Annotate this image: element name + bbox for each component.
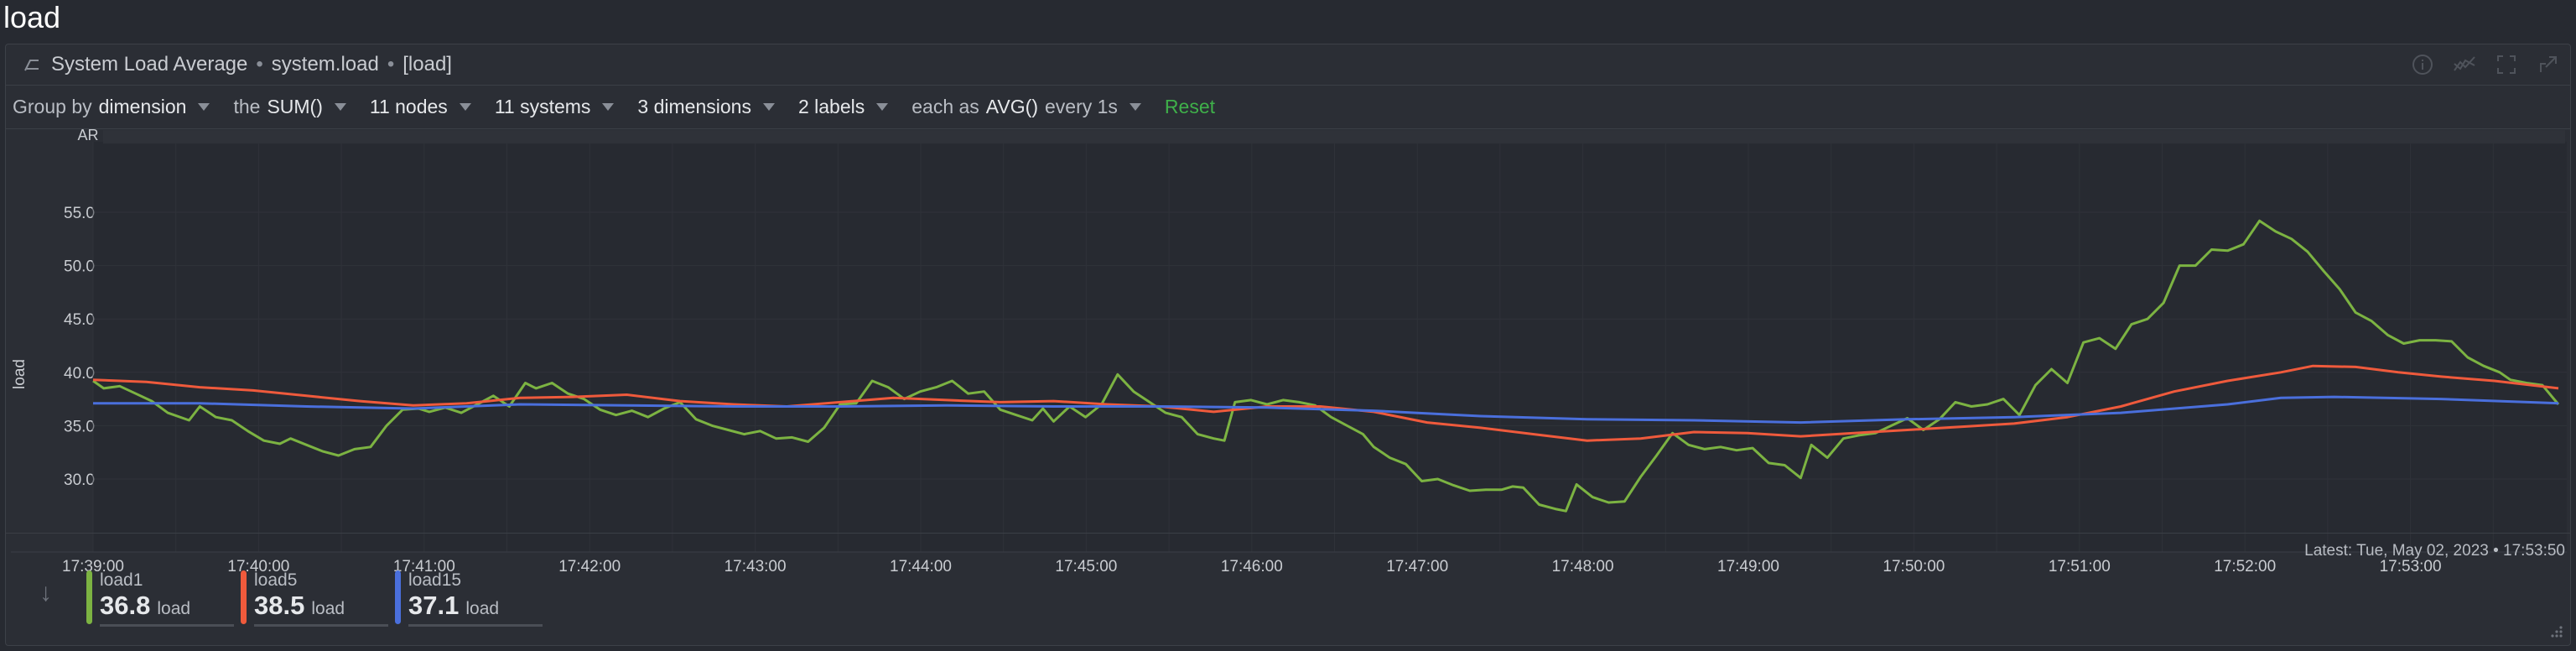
aggregation-dropdown[interactable]: the SUM() [233,95,346,118]
x-tick-label: 17:48:00 [1552,558,1614,575]
line-chart[interactable]: 30.035.040.045.050.055.017:39:00 17:40:00… [6,128,2572,578]
title-separator-2: • [387,53,395,76]
group-by-dropdown[interactable]: Group by dimension [13,96,210,118]
chevron-down-icon [334,102,346,111]
y-axis-label: load [11,359,29,389]
chart-titlebar: System Load Average • system.load • [loa… [6,44,2570,86]
legend-name: load1 [100,570,143,590]
title-separator: • [256,53,263,76]
chart-icon [24,60,39,71]
each-as-value: AVG() [985,95,1038,117]
chart-type-icon [2454,56,2475,71]
share-icon [2540,56,2557,72]
chart-title-label: System Load Average [51,53,248,76]
share-button[interactable] [2535,51,2562,78]
arrow-down-icon[interactable]: ↓ [39,579,52,607]
series-line-load1 [92,219,2560,513]
legend-name: load15 [408,570,462,590]
dimensions-dropdown[interactable]: 3 dimensions [637,96,775,118]
chevron-down-icon [198,102,210,111]
legend-color-swatch [86,570,92,624]
x-tick-label: 17:44:00 [890,558,952,575]
legend-underline [408,624,543,627]
y-tick-label: 30.0 [64,471,95,489]
latest-timestamp: Latest: Tue, May 02, 2023 • 17:53:50 [2304,542,2565,560]
page-title: load [3,0,61,34]
systems-value: 11 systems [494,95,591,117]
legend-unit: load [157,599,191,618]
x-tick-label: 17:41:00 [393,558,455,575]
reset-label: Reset [1164,95,1216,117]
y-tick-label: 50.0 [64,258,95,276]
chart-dimension-tag: [load] [402,53,452,76]
fullscreen-button[interactable] [2493,51,2520,78]
chart-card: System Load Average • system.load • [loa… [5,44,2571,646]
every-value: every 1s [1044,95,1118,117]
time-aggregation-dropdown[interactable]: each as AVG() every 1s [911,96,1141,118]
labels-dropdown[interactable]: 2 labels [797,95,889,118]
labels-value: 2 labels [797,95,865,117]
chevron-down-icon [459,102,471,111]
systems-dropdown[interactable]: 11 systems [495,96,615,118]
legend-underline [100,624,234,627]
nodes-value: 11 nodes [369,95,448,117]
reset-button[interactable]: Reset [1165,96,1215,118]
each-as-prefix: each as [911,95,979,117]
aggregation-value: SUM() [267,95,323,117]
legend-name: load5 [254,570,298,590]
x-tick-label: 17:45:00 [1055,558,1117,575]
x-tick-label: 17:53:00 [2380,558,2442,575]
chevron-down-icon [602,102,615,111]
legend-unit: load [465,599,500,618]
chart-context: system.load [271,53,379,76]
y-tick-label: 40.0 [64,365,95,383]
y-tick-label: 55.0 [64,205,95,222]
x-tick-label: 17:49:00 [1717,558,1779,575]
info-button[interactable] [2409,51,2436,78]
chart-type-button[interactable] [2451,51,2478,78]
dimensions-value: 3 dimensions [637,95,751,117]
chevron-down-icon [1129,102,1141,111]
legend-value: 36.8 load [100,591,191,620]
chart-toolbar: Group by dimension the SUM() 11 nodes 11… [6,85,2570,129]
x-tick-label: 17:52:00 [2214,558,2276,575]
x-tick-label: 17:42:00 [558,558,621,575]
x-tick-label: 17:50:00 [1883,558,1945,575]
group-by-label: Group by [13,95,92,117]
x-tick-label: 17:43:00 [724,558,787,575]
legend-underline [254,624,388,627]
resize-handle-icon[interactable] [2548,623,2563,638]
legend-panel: Latest: Tue, May 02, 2023 • 17:53:50 ↓ l… [6,533,2570,645]
annotation-band [103,130,2565,143]
chevron-down-icon [762,102,775,111]
nodes-dropdown[interactable]: 11 nodes [370,96,471,118]
legend-value: 37.1 load [408,591,500,620]
group-by-value: dimension [98,95,187,117]
chart-actions [2409,51,2562,78]
chart-title: System Load Average • system.load • [loa… [51,53,452,76]
x-tick-label: 17:46:00 [1221,558,1283,575]
x-tick-label: 17:47:00 [1386,558,1448,575]
series-line-load15 [93,395,2559,424]
info-icon [2412,55,2433,75]
legend-unit: load [311,599,345,618]
legend-value: 38.5 load [254,591,345,620]
x-tick-label: 17:39:00 [62,558,124,575]
legend-color-swatch [395,570,401,624]
legend-color-swatch [241,570,247,624]
chevron-down-icon [876,102,889,111]
annotation-label: AR [77,128,98,143]
y-tick-label: 35.0 [64,418,95,435]
y-tick-label: 45.0 [64,311,95,329]
x-tick-label: 17:51:00 [2049,558,2111,575]
aggregation-prefix: the [233,95,261,117]
fullscreen-icon [2497,55,2516,74]
plot-background [93,142,2567,552]
